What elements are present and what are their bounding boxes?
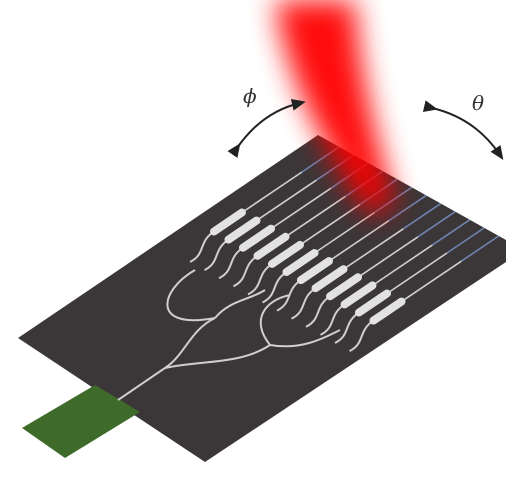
theta-label: θ — [472, 91, 484, 115]
figure: ϕ θ — [0, 0, 506, 497]
waveguide-end — [375, 118, 506, 213]
phi-label: ϕ — [243, 84, 257, 108]
phi-arrow — [237, 103, 300, 148]
theta-arrow — [432, 108, 500, 155]
